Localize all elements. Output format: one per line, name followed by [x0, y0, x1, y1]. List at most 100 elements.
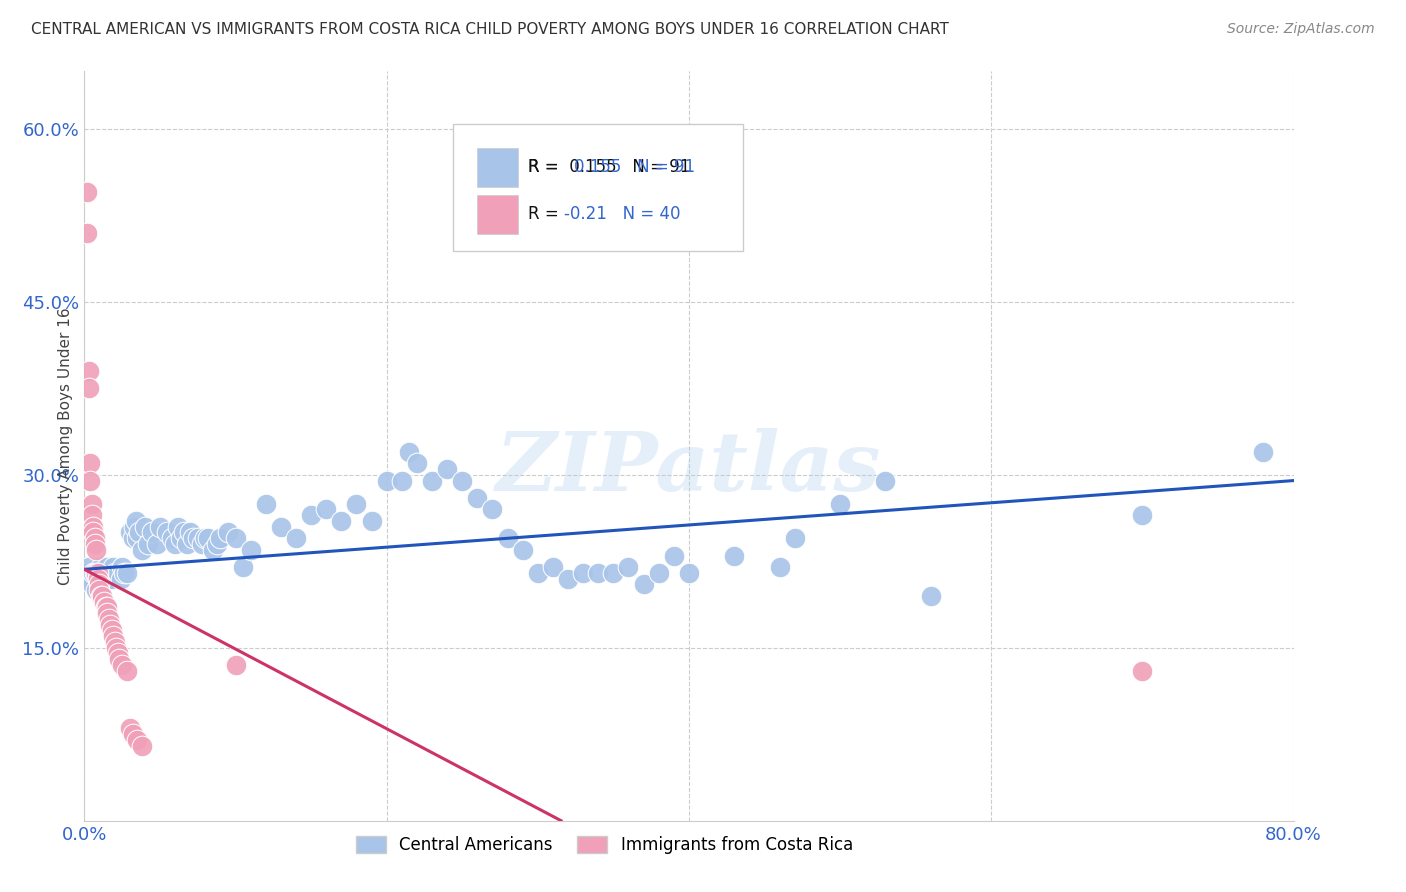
Point [830, 497, 852, 511]
Point [76, 186, 98, 200]
Point [254, 497, 277, 511]
Point [436, 462, 458, 476]
Point [127, 733, 149, 747]
Point [80, 497, 103, 511]
Point [315, 502, 337, 516]
Point [217, 525, 239, 540]
Point [101, 629, 124, 643]
Point [920, 589, 942, 603]
Point [1130, 664, 1153, 678]
Point [156, 525, 179, 540]
Point [541, 560, 564, 574]
Point [512, 542, 534, 557]
Point [84, 537, 107, 551]
Text: ZIPatlas: ZIPatlas [496, 428, 882, 508]
Point [125, 514, 148, 528]
Point [187, 531, 209, 545]
Point [170, 531, 193, 545]
Point [179, 525, 201, 540]
Point [194, 531, 217, 545]
Point [723, 549, 745, 563]
Point [107, 566, 129, 580]
Point [481, 502, 503, 516]
Point [87, 572, 110, 586]
Point [115, 664, 138, 678]
Point [94, 566, 117, 580]
Point [80, 508, 103, 523]
Point [420, 474, 443, 488]
Point [201, 542, 224, 557]
Point [84, 566, 107, 580]
Text: Source: ZipAtlas.com: Source: ZipAtlas.com [1227, 22, 1375, 37]
FancyBboxPatch shape [478, 195, 519, 234]
Point [769, 560, 792, 574]
Point [98, 617, 121, 632]
Point [173, 525, 195, 540]
Point [122, 519, 145, 533]
Point [84, 531, 107, 545]
Point [127, 531, 149, 545]
Point [97, 572, 120, 586]
Point [648, 566, 671, 580]
Point [91, 566, 114, 580]
Point [80, 577, 103, 591]
Point [167, 519, 190, 533]
Point [77, 381, 100, 395]
Point [87, 566, 110, 580]
Text: R =: R = [529, 205, 564, 224]
Text: R =: R = [529, 158, 569, 177]
Point [197, 531, 219, 545]
Point [118, 722, 141, 736]
Point [557, 572, 579, 586]
Legend: Central Americans, Immigrants from Costa Rica: Central Americans, Immigrants from Costa… [349, 830, 859, 861]
Point [225, 531, 247, 545]
Point [82, 566, 104, 580]
Point [90, 589, 112, 603]
Text: 0.155   N = 91: 0.155 N = 91 [574, 158, 695, 177]
Point [79, 474, 101, 488]
FancyBboxPatch shape [478, 148, 519, 186]
Point [360, 514, 382, 528]
Point [89, 577, 111, 591]
Point [131, 739, 153, 753]
Point [79, 456, 101, 470]
Text: -0.21   N = 40: -0.21 N = 40 [564, 205, 681, 224]
Point [89, 572, 111, 586]
Point [77, 364, 100, 378]
Point [131, 542, 153, 557]
Text: CENTRAL AMERICAN VS IMMIGRANTS FROM COSTA RICA CHILD POVERTY AMONG BOYS UNDER 16: CENTRAL AMERICAN VS IMMIGRANTS FROM COST… [31, 22, 949, 37]
Point [232, 560, 254, 574]
Point [100, 572, 122, 586]
Point [285, 531, 308, 545]
Point [91, 589, 114, 603]
Point [783, 531, 806, 545]
Point [391, 474, 413, 488]
Point [149, 519, 172, 533]
Point [602, 566, 624, 580]
Point [111, 658, 134, 673]
Point [141, 525, 163, 540]
Point [136, 537, 159, 551]
Point [98, 566, 121, 580]
Point [588, 566, 610, 580]
Point [112, 566, 135, 580]
Point [375, 474, 398, 488]
FancyBboxPatch shape [453, 124, 744, 252]
Point [617, 560, 640, 574]
Point [451, 474, 474, 488]
Point [118, 525, 141, 540]
Point [346, 497, 368, 511]
Point [146, 537, 169, 551]
Point [572, 566, 595, 580]
Point [96, 600, 118, 615]
Point [108, 652, 131, 666]
Point [165, 537, 187, 551]
Point [82, 519, 104, 533]
Point [89, 583, 111, 598]
Point [110, 572, 132, 586]
Point [97, 612, 120, 626]
Point [115, 566, 138, 580]
Y-axis label: Child Poverty Among Boys Under 16: Child Poverty Among Boys Under 16 [58, 307, 73, 585]
Point [398, 444, 420, 458]
Point [239, 542, 262, 557]
